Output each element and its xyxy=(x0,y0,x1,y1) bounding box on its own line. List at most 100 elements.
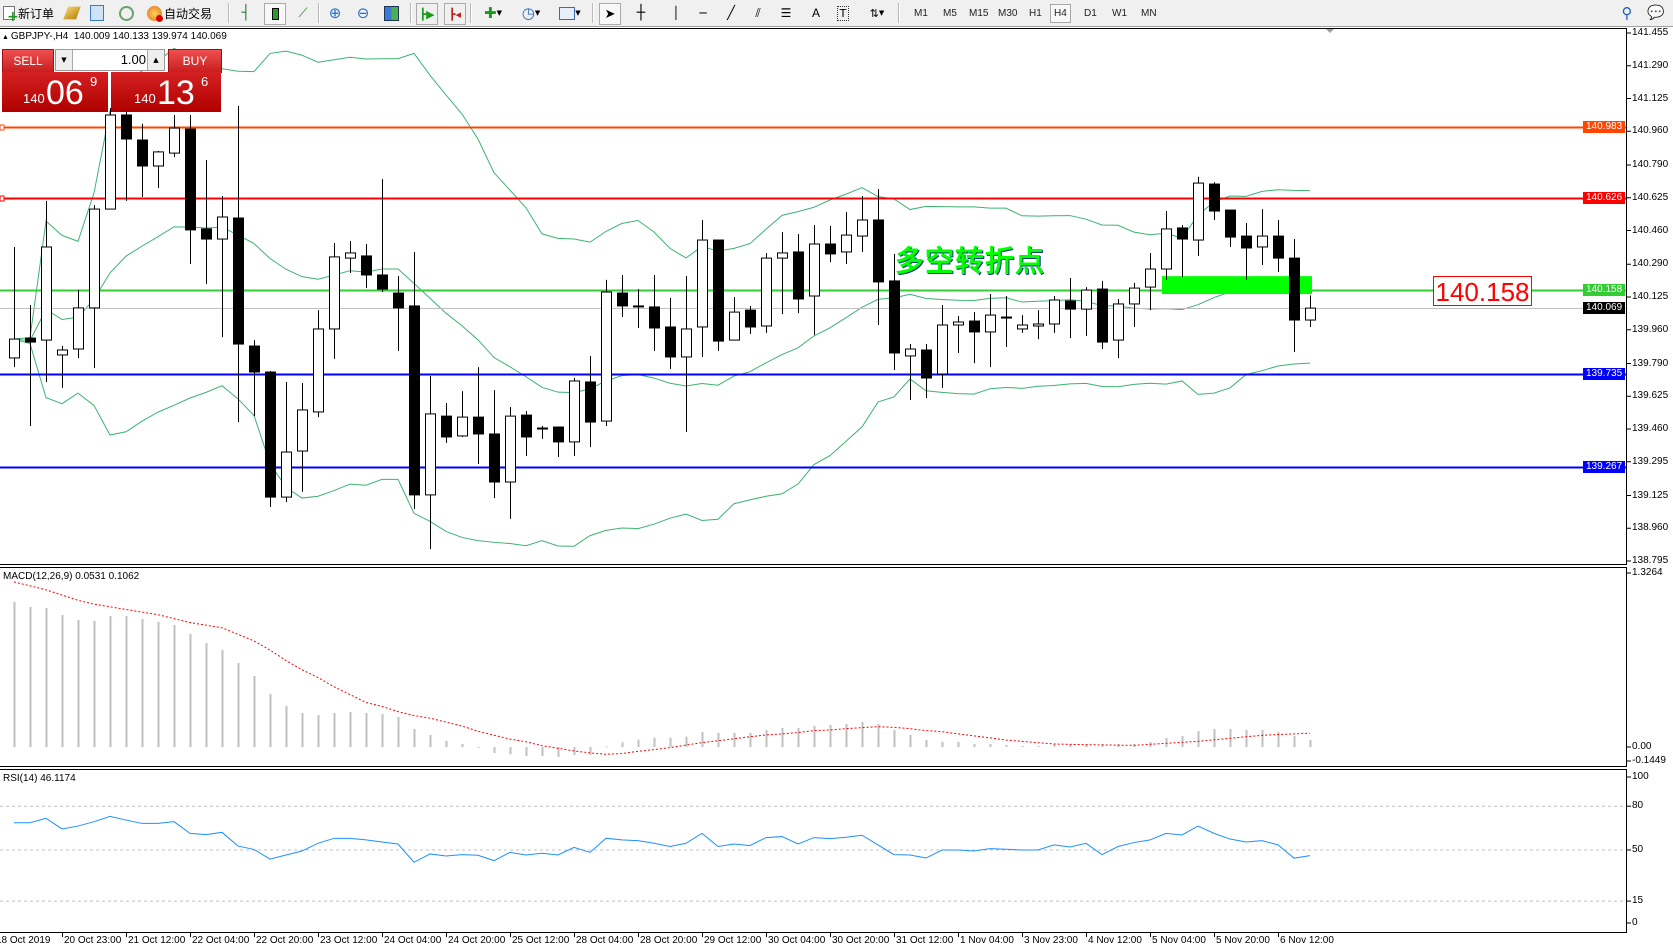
macd-histogram-bar xyxy=(829,724,832,747)
macd-histogram-bar xyxy=(717,732,720,747)
candle xyxy=(745,305,756,334)
price-axis-label: 141.125 xyxy=(1632,92,1669,104)
text-tool[interactable]: A xyxy=(807,3,825,23)
bearish-candle-body xyxy=(793,251,804,300)
timeframe-h4[interactable]: H4 xyxy=(1050,4,1071,23)
candle xyxy=(649,274,660,351)
timeframe-w1[interactable]: W1 xyxy=(1112,8,1127,19)
main-chart-pane[interactable] xyxy=(0,28,1627,565)
timeframe-m30[interactable]: M30 xyxy=(998,8,1018,19)
candle xyxy=(9,246,20,368)
macd-histogram-bar xyxy=(893,729,896,747)
buy-button[interactable]: BUY xyxy=(168,49,222,73)
sell-price-button[interactable]: 140 06 9 xyxy=(2,72,108,112)
collapse-triangle-icon: ▲ xyxy=(2,34,11,41)
buy-price-button[interactable]: 140 13 6 xyxy=(111,72,221,112)
time-axis-label: 30 Oct 20:00 xyxy=(832,935,890,946)
macd-axis-label: -0.1449 xyxy=(1632,755,1666,766)
timeframe-m5[interactable]: M5 xyxy=(943,8,957,19)
timeframe-h1[interactable]: H1 xyxy=(1029,8,1042,19)
bullish-candle-body xyxy=(601,291,612,422)
chevron-down-icon: ▼ xyxy=(534,9,541,17)
timeframe-d1[interactable]: D1 xyxy=(1084,8,1097,19)
bullish-candle-body xyxy=(281,451,292,498)
new-order-button[interactable]: + 新订单 xyxy=(2,3,54,24)
bearish-candle-body xyxy=(201,228,212,240)
auto-trading-button[interactable]: 自动交易 xyxy=(147,3,212,23)
lot-decrease-button[interactable]: ▼ xyxy=(56,50,73,70)
rsi-pane[interactable] xyxy=(0,769,1627,933)
data-window-button[interactable] xyxy=(90,3,104,23)
bullish-candle-body xyxy=(1257,235,1268,248)
timeframe-m15[interactable]: M15 xyxy=(969,8,989,19)
macd-histogram-bar xyxy=(1021,745,1024,747)
one-click-trading-panel: SELL ▼ 1.00 ▲ BUY 140 06 9 140 13 6 xyxy=(1,47,222,112)
chat-button[interactable]: 💬 xyxy=(1645,3,1667,23)
text-label-tool[interactable]: T xyxy=(834,3,852,23)
price-tag-label[interactable]: 140.158 xyxy=(1433,276,1532,307)
candle xyxy=(1161,211,1172,280)
rsi-axis-label: 0 xyxy=(1632,917,1638,928)
add-indicator-icon: ✚ xyxy=(484,4,497,22)
timeframe-mn[interactable]: MN xyxy=(1141,8,1157,19)
bullish-candle-body xyxy=(313,328,324,413)
bearish-candle-body xyxy=(745,309,756,328)
price-axis-label: 138.795 xyxy=(1632,555,1669,566)
macd-histogram-bar xyxy=(477,747,480,749)
time-axis-label: 21 Oct 12:00 xyxy=(128,935,186,946)
bearish-candle-body xyxy=(377,274,388,290)
zoom-in-button[interactable]: ⊕ xyxy=(326,3,344,23)
candle xyxy=(201,160,212,285)
horizontal-line-tool[interactable]: ─ xyxy=(694,3,712,23)
macd-histogram-bar xyxy=(1053,743,1056,747)
zoom-out-button[interactable]: ⊖ xyxy=(354,3,372,23)
macd-axis-label: 0.00 xyxy=(1632,741,1652,752)
lot-size-input[interactable]: 1.00 xyxy=(120,52,146,67)
time-axis-label: 3 Nov 23:00 xyxy=(1024,935,1078,946)
macd-histogram-bar xyxy=(1197,731,1200,747)
bearish-candle-body xyxy=(825,243,836,255)
auto-scroll-button[interactable]: ┣▶ xyxy=(416,3,438,25)
candle xyxy=(1273,219,1284,272)
macd-histogram-bar xyxy=(45,608,48,747)
search-button[interactable]: ⚲ xyxy=(1618,3,1636,23)
timeframe-m1[interactable]: M1 xyxy=(914,8,928,19)
level-price-label: 140.983 xyxy=(1583,120,1625,133)
chart-shift-button[interactable]: ┣◂ xyxy=(444,3,466,25)
sell-button[interactable]: SELL xyxy=(2,49,54,73)
candle xyxy=(105,108,116,210)
arrows-tool[interactable]: ⇅ ▼ xyxy=(862,3,892,23)
bullish-candle-body xyxy=(73,307,84,350)
macd-pane[interactable] xyxy=(0,567,1627,767)
templates-button[interactable]: ▼ xyxy=(554,3,586,23)
macd-label: MACD(12,26,9) 0.0531 0.1062 xyxy=(3,571,140,582)
bullish-candle-body xyxy=(457,416,468,437)
crosshair-tool[interactable]: ┼ xyxy=(632,3,650,23)
trendline-tool[interactable]: ╱ xyxy=(722,3,740,23)
candle xyxy=(1097,280,1108,350)
fibonacci-tool[interactable]: ☰ xyxy=(777,3,795,23)
reversal-point-annotation[interactable]: 多空转折点 xyxy=(895,244,1046,278)
macd-histogram-bar xyxy=(349,712,352,747)
channel-tool[interactable]: ⫽ xyxy=(749,3,767,23)
navigator-button[interactable] xyxy=(119,3,134,23)
candle xyxy=(281,381,292,503)
cursor-tool[interactable]: ➤ xyxy=(599,3,621,25)
indicators-button[interactable]: ✚ ▼ xyxy=(478,3,508,23)
cursor-icon: ➤ xyxy=(604,6,616,22)
tile-windows-icon xyxy=(383,5,399,21)
macd-histogram-bar xyxy=(781,728,784,747)
lot-increase-button[interactable]: ▲ xyxy=(147,50,164,70)
macd-histogram-bar xyxy=(701,731,704,747)
line-chart-button[interactable]: ⟋ xyxy=(294,3,312,23)
vertical-line-tool[interactable]: │ xyxy=(667,3,685,23)
periods-button[interactable]: ◷ ▼ xyxy=(516,3,546,23)
macd-histogram-bar xyxy=(637,739,640,747)
candle xyxy=(1305,295,1316,327)
time-axis-label: 23 Oct 12:00 xyxy=(320,935,378,946)
bar-chart-button[interactable]: ┤ xyxy=(237,3,255,23)
bollinger-upper-band xyxy=(13,47,1311,340)
candlestick-chart-button[interactable] xyxy=(264,3,286,25)
tile-windows-button[interactable] xyxy=(382,3,400,23)
